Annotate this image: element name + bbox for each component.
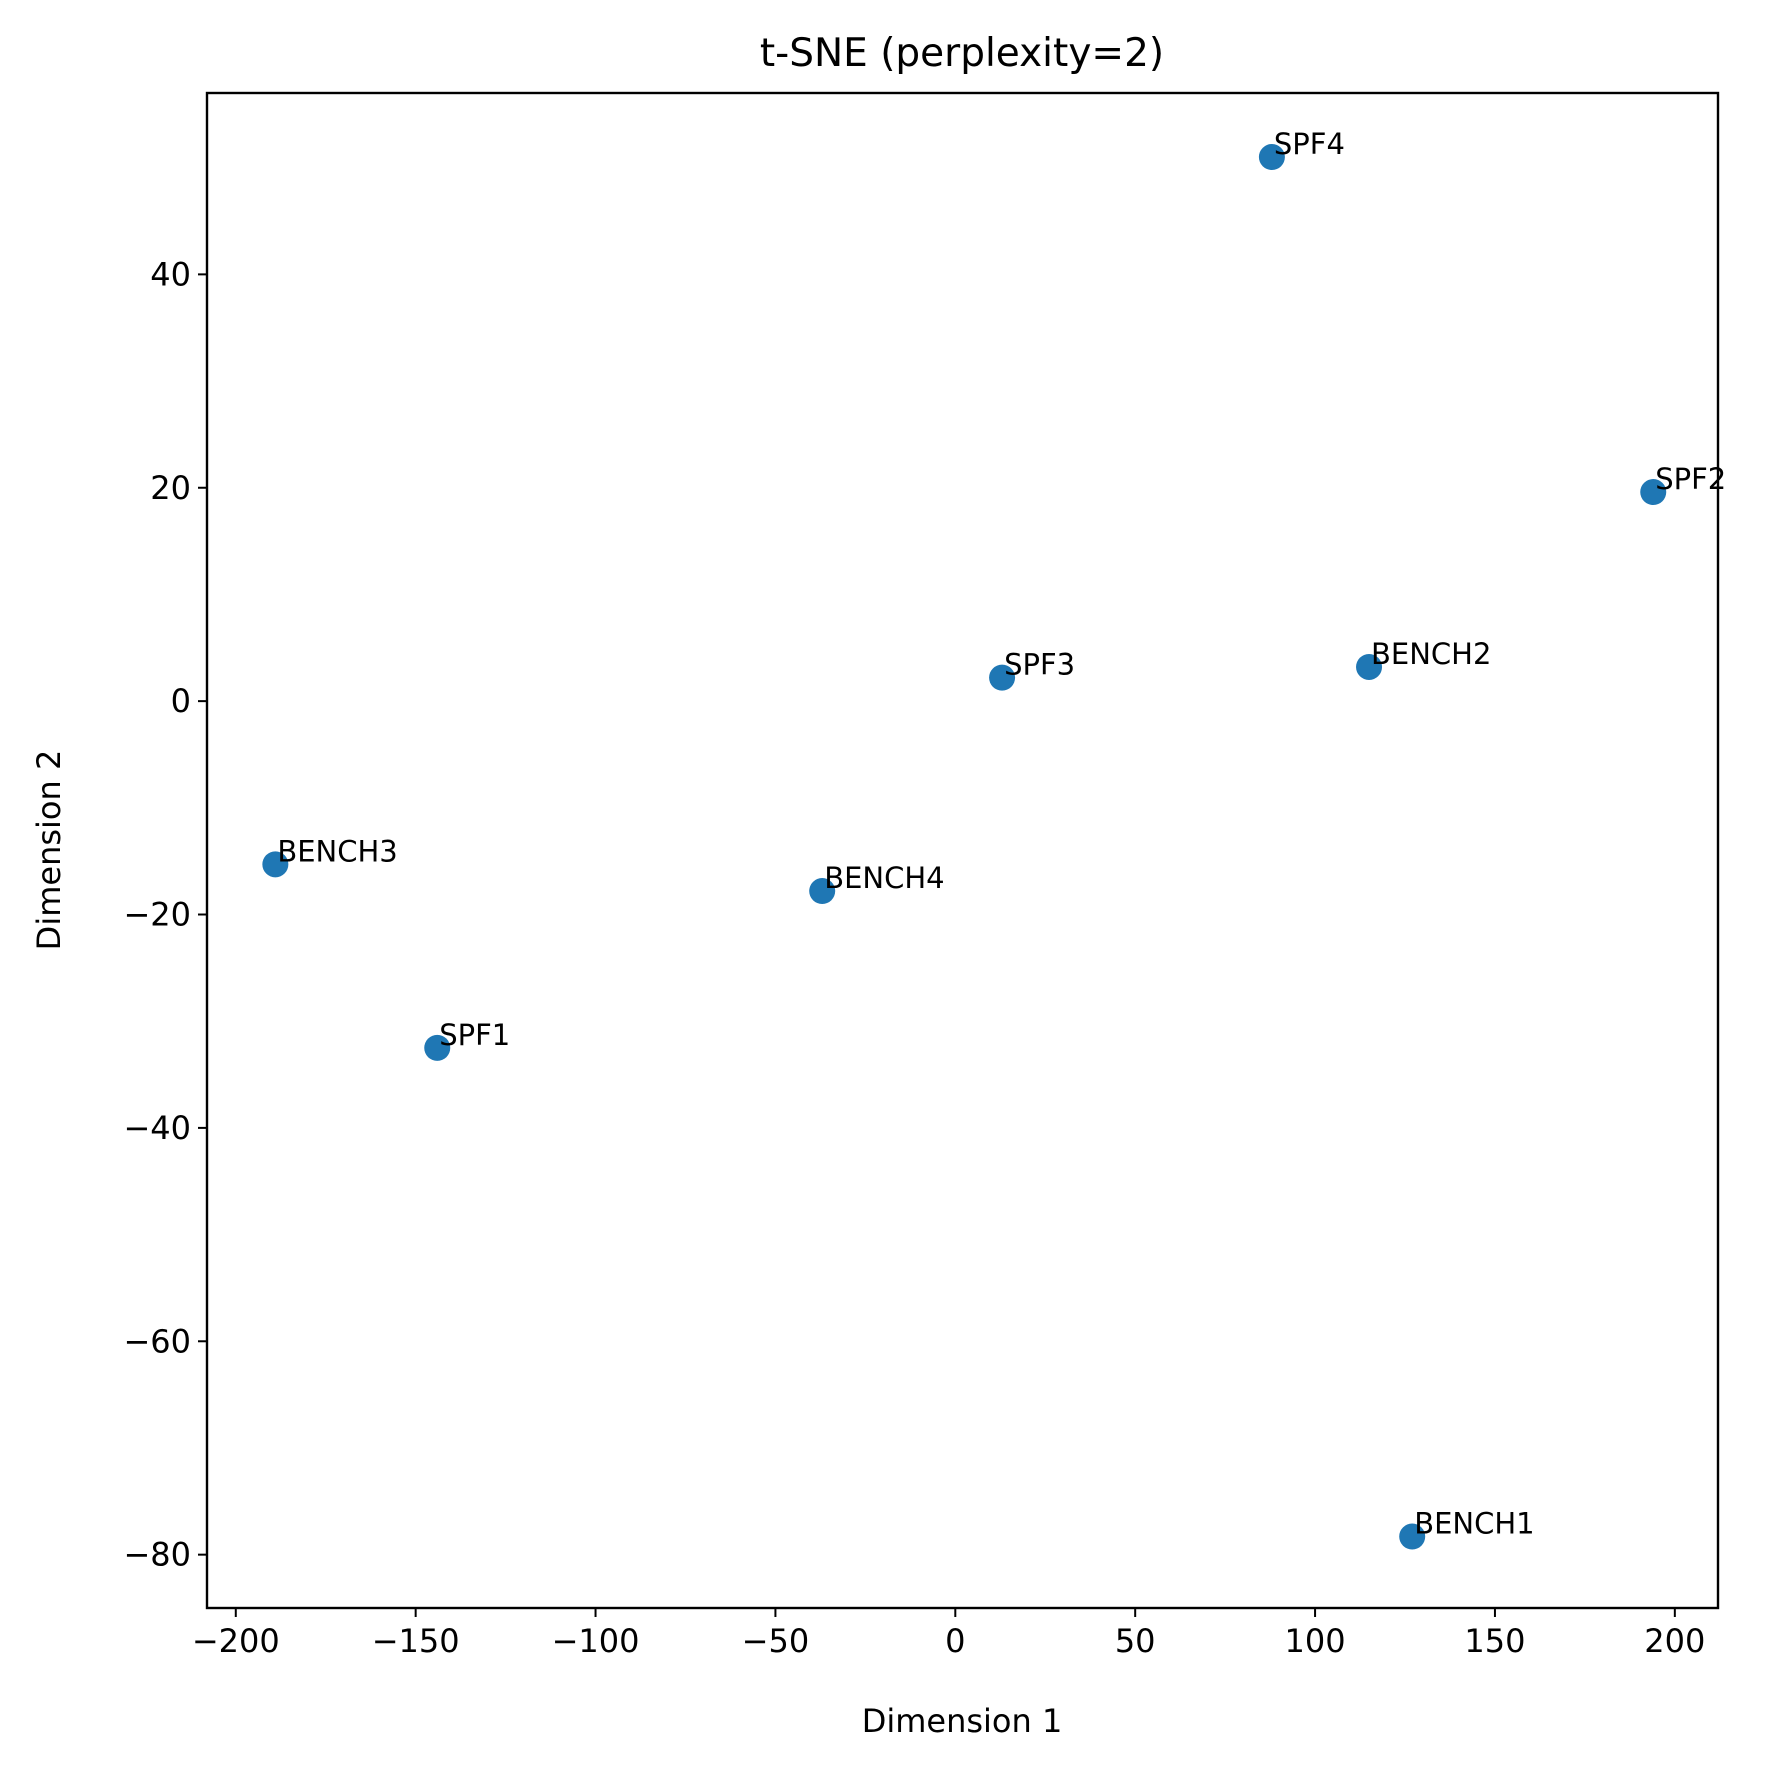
point-label: BENCH3 [277, 834, 397, 868]
x-tick-label: 50 [1115, 1622, 1156, 1660]
y-tick-label: −20 [123, 896, 191, 934]
scatter-point [1399, 1523, 1426, 1550]
x-tick-label: 0 [945, 1622, 965, 1660]
x-tick-label: 150 [1464, 1622, 1525, 1660]
x-tick-label: −150 [372, 1622, 460, 1660]
x-tick-label: −100 [552, 1622, 640, 1660]
chart-title: t-SNE (perplexity=2) [760, 31, 1164, 76]
plot-area: SPF4 SPF2 SPF3 BENCH2 BENCH3 BENCH4 SPF1 BENCH1 [262, 127, 1726, 1550]
y-tick-label: 0 [171, 682, 191, 720]
scatter-point [1640, 479, 1667, 506]
plot-frame [205, 91, 1720, 1610]
x-tick-label: −200 [192, 1622, 280, 1660]
x-tick-label: 200 [1644, 1622, 1705, 1660]
scatter-point [424, 1034, 451, 1061]
point-label: SPF3 [1004, 648, 1075, 682]
y-tick-label: 20 [150, 469, 191, 507]
point-label: SPF2 [1655, 462, 1726, 496]
y-tick-label: −80 [123, 1536, 191, 1574]
y-tick-label: −60 [123, 1322, 191, 1360]
point-label: BENCH4 [824, 861, 944, 895]
x-axis-label: Dimension 1 [862, 1702, 1063, 1740]
scatter-point [809, 878, 836, 905]
y-axis-label: Dimension 2 [30, 750, 68, 951]
y-tick-label: 40 [150, 255, 191, 293]
x-tick-label: −50 [742, 1622, 810, 1660]
scatter-point [989, 664, 1016, 691]
scatter-point [262, 851, 289, 878]
y-tick-label: −40 [123, 1109, 191, 1147]
point-label: BENCH1 [1414, 1507, 1534, 1541]
point-label: BENCH2 [1371, 637, 1491, 671]
point-label: SPF4 [1274, 127, 1345, 161]
axes-ticks: −200 −150 −100 −50 0 50 100 150 200−80−60−40−200… [123, 255, 1705, 1660]
scatter-point [1356, 653, 1383, 680]
scatter-point [1258, 144, 1285, 171]
x-tick-label: 100 [1285, 1622, 1346, 1660]
point-label: SPF1 [439, 1018, 510, 1052]
